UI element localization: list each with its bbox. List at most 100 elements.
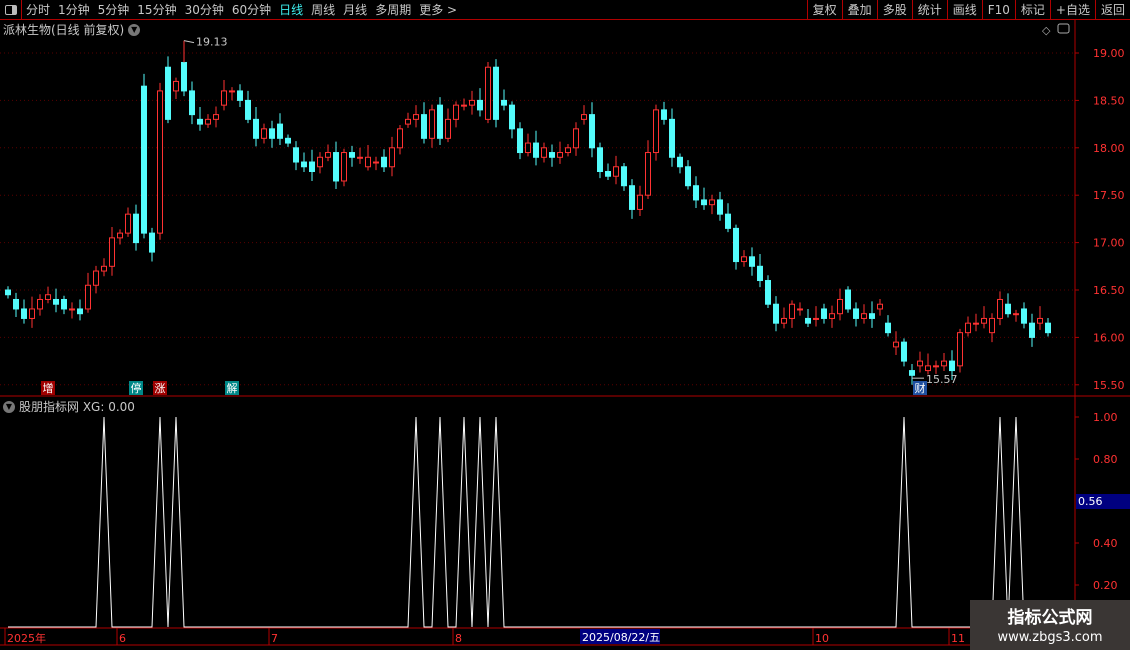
event-label: 增 [43, 381, 54, 395]
candle-body [461, 104, 467, 107]
price-tick-label: 18.50 [1093, 94, 1125, 107]
period-tab[interactable]: 5分钟 [97, 3, 130, 17]
period-toolbar: 分时 1分钟 5分钟 15分钟 30分钟 60分钟 日线 周线 月线 多周期 更多 > 复权 叠加 多股… [0, 0, 1130, 20]
candle-body [613, 166, 619, 177]
period-tab[interactable]: 月线 [343, 3, 368, 17]
candle-body [101, 265, 107, 272]
candle-body [237, 90, 243, 101]
candle-body [933, 365, 939, 368]
candle-body [557, 152, 563, 158]
candle-body [293, 147, 299, 163]
indicator-tick-label: 1.00 [1093, 411, 1118, 424]
candle-body [453, 104, 459, 120]
toolbar-button[interactable]: 标记 [1014, 0, 1050, 20]
candle-body [573, 128, 579, 149]
toolbar-button[interactable]: 叠加 [841, 0, 877, 20]
diamond-icon: ◇ [1042, 24, 1051, 37]
candle-body [205, 118, 211, 125]
price-tick-label: 15.50 [1093, 379, 1125, 392]
candle-body [53, 298, 59, 305]
period-tab[interactable]: 多周期 [375, 3, 412, 17]
candle-body [861, 313, 867, 319]
toolbar-button[interactable]: F10 [981, 0, 1015, 20]
price-tick-label: 17.00 [1093, 237, 1125, 250]
toolbar-button[interactable]: 画线 [946, 0, 982, 20]
candle-body [973, 322, 979, 325]
candle-body [1013, 313, 1019, 316]
event-marker [225, 381, 239, 395]
candle-body [85, 284, 91, 310]
candle-body [917, 360, 923, 367]
candle-body [341, 152, 347, 182]
high-pointer [183, 40, 195, 44]
toolbar-button[interactable]: 多股 [876, 0, 912, 20]
period-tab[interactable]: 15分钟 [137, 3, 177, 17]
candle-body [437, 104, 443, 139]
candle-body [261, 128, 267, 139]
indicator-tick-label: 0.20 [1093, 579, 1118, 592]
candle-body [125, 213, 131, 234]
candle-body [629, 185, 635, 210]
candle-body [421, 114, 427, 139]
candle-body [549, 152, 555, 158]
candle-body [757, 265, 763, 282]
panel-toggle-icon[interactable] [0, 0, 22, 20]
period-tab[interactable]: 更多 > [419, 3, 458, 17]
candle-body [621, 166, 627, 187]
date-label: 10 [815, 632, 829, 645]
period-tab[interactable]: 60分钟 [231, 3, 272, 17]
candle-body [885, 322, 891, 334]
candle-body [477, 99, 483, 111]
candle-body [693, 185, 699, 201]
candle-body [997, 298, 1003, 319]
candle-body [749, 256, 755, 267]
candle-body [133, 213, 139, 244]
candle-body [69, 308, 75, 311]
toolbar-button[interactable]: +自选 [1049, 0, 1095, 20]
watermark-title: 指标公式网 [1007, 608, 1093, 628]
toolbar-button[interactable]: 返回 [1094, 0, 1130, 20]
period-tab[interactable]: 日线 [279, 3, 304, 17]
candle-body [597, 147, 603, 173]
candle-body [389, 147, 395, 168]
date-label: 11 [951, 632, 965, 645]
event-marker [41, 381, 55, 395]
candle-body [373, 161, 379, 164]
candle-body [813, 317, 819, 320]
toolbar-button[interactable]: 统计 [911, 0, 947, 20]
toolbar-button[interactable]: 复权 [806, 0, 842, 20]
candle-body [821, 308, 827, 319]
candle-body [173, 80, 179, 92]
period-tab[interactable]: 周线 [311, 3, 336, 17]
candle-body [429, 109, 435, 139]
candle-body [709, 199, 715, 206]
price-tick-label: 17.50 [1093, 189, 1125, 202]
candle-body [965, 322, 971, 334]
candle-body [789, 303, 795, 319]
period-tab[interactable]: 30分钟 [184, 3, 224, 17]
event-label: 解 [227, 381, 238, 395]
period-tab[interactable]: 分时 [26, 3, 51, 17]
candle-body [109, 237, 115, 267]
candle-body [901, 341, 907, 362]
event-label: 涨 [155, 382, 166, 395]
chevron-down-icon[interactable]: ▼ [3, 400, 15, 413]
candle-body [5, 289, 11, 296]
candle-body [13, 298, 19, 310]
candle-body [501, 99, 507, 106]
candle-body [269, 128, 275, 139]
candle-body [29, 308, 35, 319]
candle-body [309, 161, 315, 173]
indicator-label: 股朋指标网 XG: 0.00 [19, 400, 135, 414]
date-label: 7 [271, 632, 278, 645]
price-tick-label: 16.50 [1093, 284, 1125, 297]
candle-body [741, 256, 747, 263]
candle-body [1037, 317, 1043, 324]
period-tab[interactable]: 1分钟 [58, 3, 90, 17]
candle-body [661, 109, 667, 120]
candle-body [533, 142, 539, 158]
chevron-down-icon[interactable]: ▼ [128, 23, 141, 36]
chart-title: 派林生物(日线 前复权) ▼ [3, 21, 141, 38]
candle-body [61, 298, 67, 310]
